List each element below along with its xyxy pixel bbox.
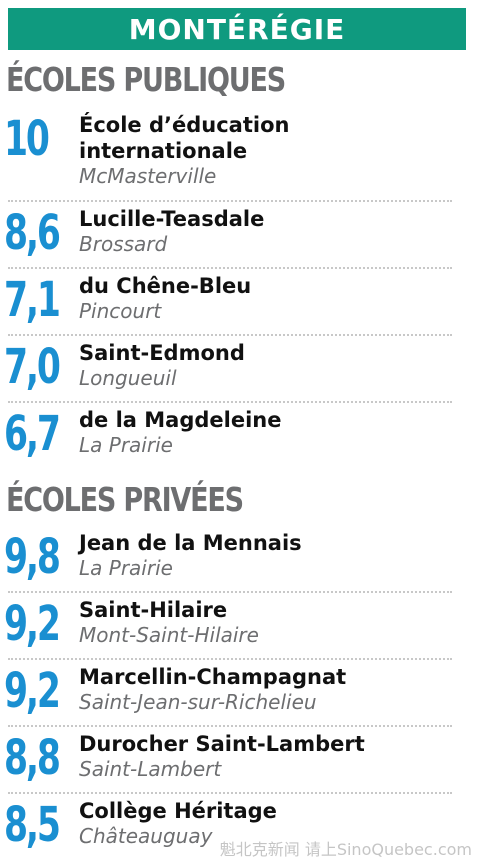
- school-name: Jean de la Mennais: [79, 531, 302, 555]
- region-title: MONTÉRÉGIE: [128, 12, 346, 46]
- school-name-line: internationale: [79, 139, 248, 163]
- school-name: Marcellin-Champagnat: [79, 665, 347, 689]
- school-score: 9,2: [4, 663, 61, 719]
- school-name: Lucille-Teasdale: [79, 207, 265, 231]
- school-city: Brossard: [79, 232, 168, 256]
- school-score: 8,8: [4, 730, 61, 786]
- school-score: 8,5: [4, 797, 61, 853]
- school-name: Collège Héritage: [79, 799, 277, 823]
- school-name: du Chêne-Bleu: [79, 274, 252, 298]
- school-name: Saint-Hilaire: [79, 598, 228, 622]
- school-city: Longueuil: [79, 366, 177, 390]
- school-city: Saint-Lambert: [79, 757, 222, 781]
- row-divider: [8, 658, 452, 660]
- school-city: Mont-Saint-Hilaire: [79, 623, 259, 647]
- school-score: 9,2: [4, 596, 61, 652]
- school-name: de la Magdeleine: [79, 408, 282, 432]
- school-name-line: École d’éducation: [79, 113, 290, 137]
- school-city: La Prairie: [79, 556, 173, 580]
- school-score: 7,0: [4, 339, 61, 395]
- school-score: 7,1: [4, 272, 61, 328]
- school-name: Saint-Edmond: [79, 341, 245, 365]
- school-city: Pincourt: [79, 299, 162, 323]
- school-city: Saint-Jean-sur-Richelieu: [79, 690, 317, 714]
- school-name: Durocher Saint-Lambert: [79, 732, 365, 756]
- school-score: 8,6: [4, 205, 61, 261]
- school-score: 6,7: [4, 406, 61, 462]
- school-city: McMasterville: [79, 164, 217, 188]
- watermark-text: 魁北克新闻 请上SinoQuebec.com: [219, 840, 472, 859]
- row-divider: [8, 200, 452, 202]
- school-city: La Prairie: [79, 433, 173, 457]
- region-banner: MONTÉRÉGIE: [8, 8, 466, 50]
- private-schools-heading: ÉCOLES PRIVÉES: [6, 480, 244, 519]
- row-divider: [8, 591, 452, 593]
- row-divider: [8, 792, 452, 794]
- row-divider: [8, 267, 452, 269]
- school-score: 9,8: [4, 529, 61, 585]
- school-city: Châteauguay: [79, 824, 213, 848]
- row-divider: [8, 401, 452, 403]
- row-divider: [8, 334, 452, 336]
- public-schools-heading: ÉCOLES PUBLIQUES: [6, 60, 286, 99]
- row-divider: [8, 725, 452, 727]
- school-score: 10: [4, 111, 50, 167]
